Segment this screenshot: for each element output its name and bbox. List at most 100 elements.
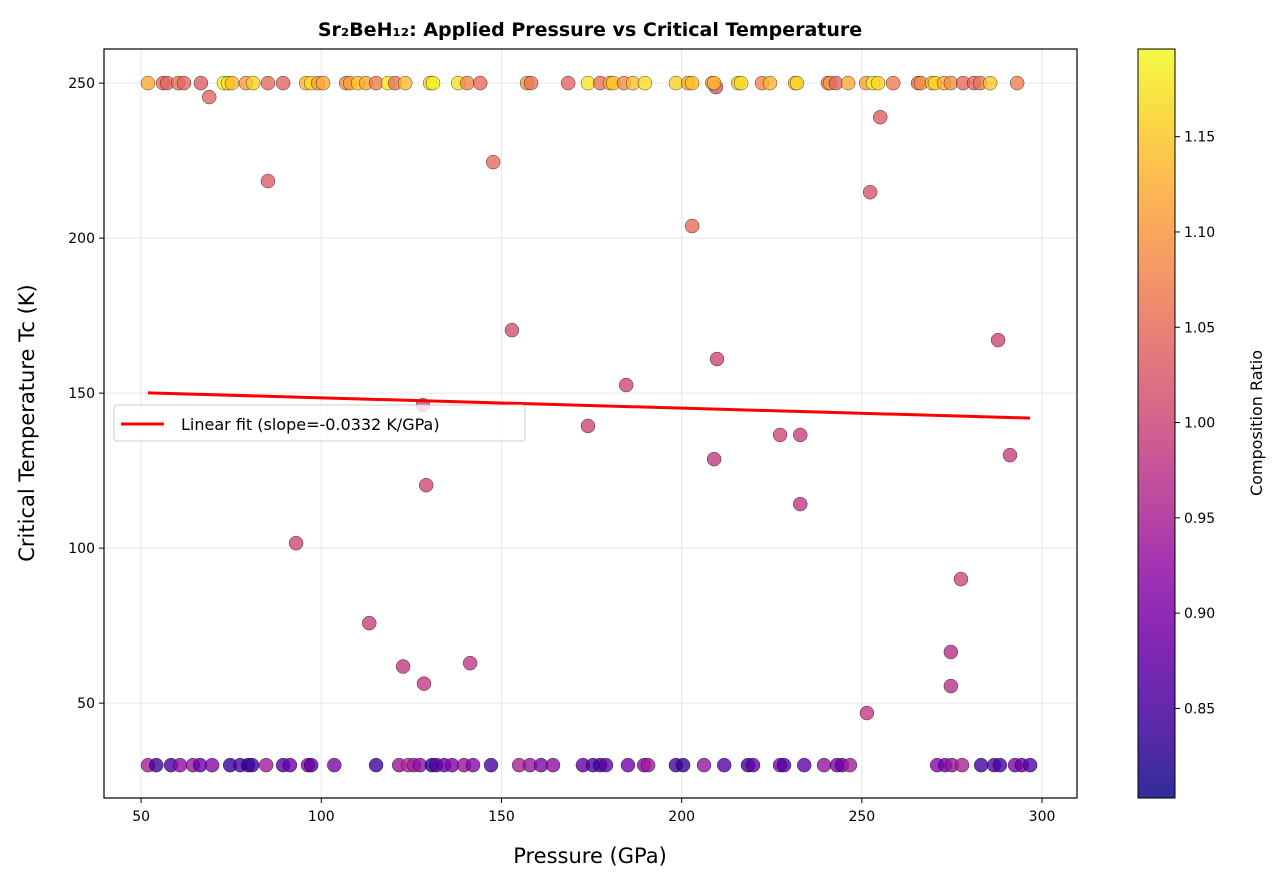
data-point [303,757,319,773]
fit-line [147,391,1031,420]
data-point [523,75,539,91]
colorbar-ticks: 0.85 0.90 0.95 1.00 1.05 1.10 1.15 [1175,130,1215,717]
data-point [472,75,488,91]
y-axis: 50 100 150 200 250 [68,76,104,712]
data-point [504,322,520,338]
data-point [792,427,808,443]
data-point [1022,757,1038,773]
y-tick-label: 50 [77,696,95,712]
data-point [288,535,304,551]
data-point [792,496,808,512]
data-point [258,757,274,773]
data-point [709,351,725,367]
data-point [416,676,432,691]
colorbar: 0.85 0.90 0.95 1.00 1.05 1.10 1.15 Composition… [1137,48,1266,799]
data-point [193,75,209,91]
data-point [580,75,596,91]
data-point [418,477,434,493]
data-point [260,75,276,91]
data-point [1009,75,1025,91]
data-point [668,75,684,91]
data-point [706,451,722,467]
data-point [361,615,377,631]
data-point [842,757,858,773]
y-tick-label: 100 [68,541,95,557]
colorbar-tick-label: 1.15 [1184,130,1215,146]
data-point [172,757,188,773]
data-point [149,757,164,773]
data-point [620,757,636,773]
data-point [545,757,561,773]
data-point [776,757,792,773]
data-point [282,757,298,773]
data-point [862,184,878,200]
colorbar-tick-label: 0.95 [1184,511,1215,527]
data-point [483,757,499,773]
data-point [885,75,901,91]
colorbar-gradient [1137,48,1176,799]
data-point [840,75,856,91]
data-point [696,757,712,773]
data-point [789,75,805,91]
data-point [395,659,411,674]
y-axis-label: Critical Temperature Tc (K) [15,284,39,561]
data-point [244,757,260,773]
y-tick-label: 250 [68,76,95,92]
x-axis-label: Pressure (GPa) [513,844,667,868]
data-point [1002,447,1018,463]
data-point [618,377,634,393]
data-point [580,418,596,434]
x-tick-label: 250 [848,809,875,825]
data-point [716,757,732,773]
x-tick-label: 100 [308,809,335,825]
data-point [953,571,969,587]
data-point [327,757,342,773]
y-tick-label: 200 [68,231,95,247]
legend: Linear fit (slope=-0.0332 K/GPa) [113,404,526,442]
x-axis: 50 100 150 200 250 300 [132,798,1055,825]
data-point [992,757,1008,773]
data-point [943,678,959,694]
data-point [828,75,844,91]
data-point [485,154,501,170]
colorbar-tick-label: 1.00 [1184,416,1215,432]
data-point [706,75,722,91]
data-point [990,332,1006,348]
colorbar-tick-label: 1.05 [1184,320,1215,336]
data-point [224,75,240,91]
data-point [872,109,888,125]
colorbar-tick-label: 0.85 [1184,701,1215,717]
data-point [245,75,261,91]
x-tick-label: 300 [1029,809,1056,825]
colorbar-label: Composition Ratio [1247,350,1266,496]
data-point [733,75,749,91]
y-tick-label: 150 [68,386,95,402]
data-point [560,75,576,91]
data-point [943,644,959,660]
legend-entry: Linear fit (slope=-0.0332 K/GPa) [181,415,440,434]
data-point [772,427,788,443]
data-point [637,75,653,91]
chart-title: Sr₂BeH₁₂: Applied Pressure vs Critical T… [318,19,862,41]
data-points [140,75,1038,773]
data-point [204,757,220,773]
colorbar-tick-label: 1.10 [1184,225,1215,241]
colorbar-tick-label: 0.90 [1184,606,1215,622]
data-point [816,757,832,773]
data-point [315,75,331,91]
data-point [762,75,778,91]
data-point [745,757,761,773]
data-point [398,75,413,91]
legend-box [113,404,526,442]
data-point [982,75,998,91]
data-point [973,757,989,773]
data-point [598,757,614,773]
x-tick-label: 150 [488,809,515,825]
data-point [796,757,812,773]
data-point [465,757,481,773]
data-point [954,757,970,773]
data-point [425,75,441,91]
x-tick-label: 200 [668,809,695,825]
data-point [176,75,192,91]
